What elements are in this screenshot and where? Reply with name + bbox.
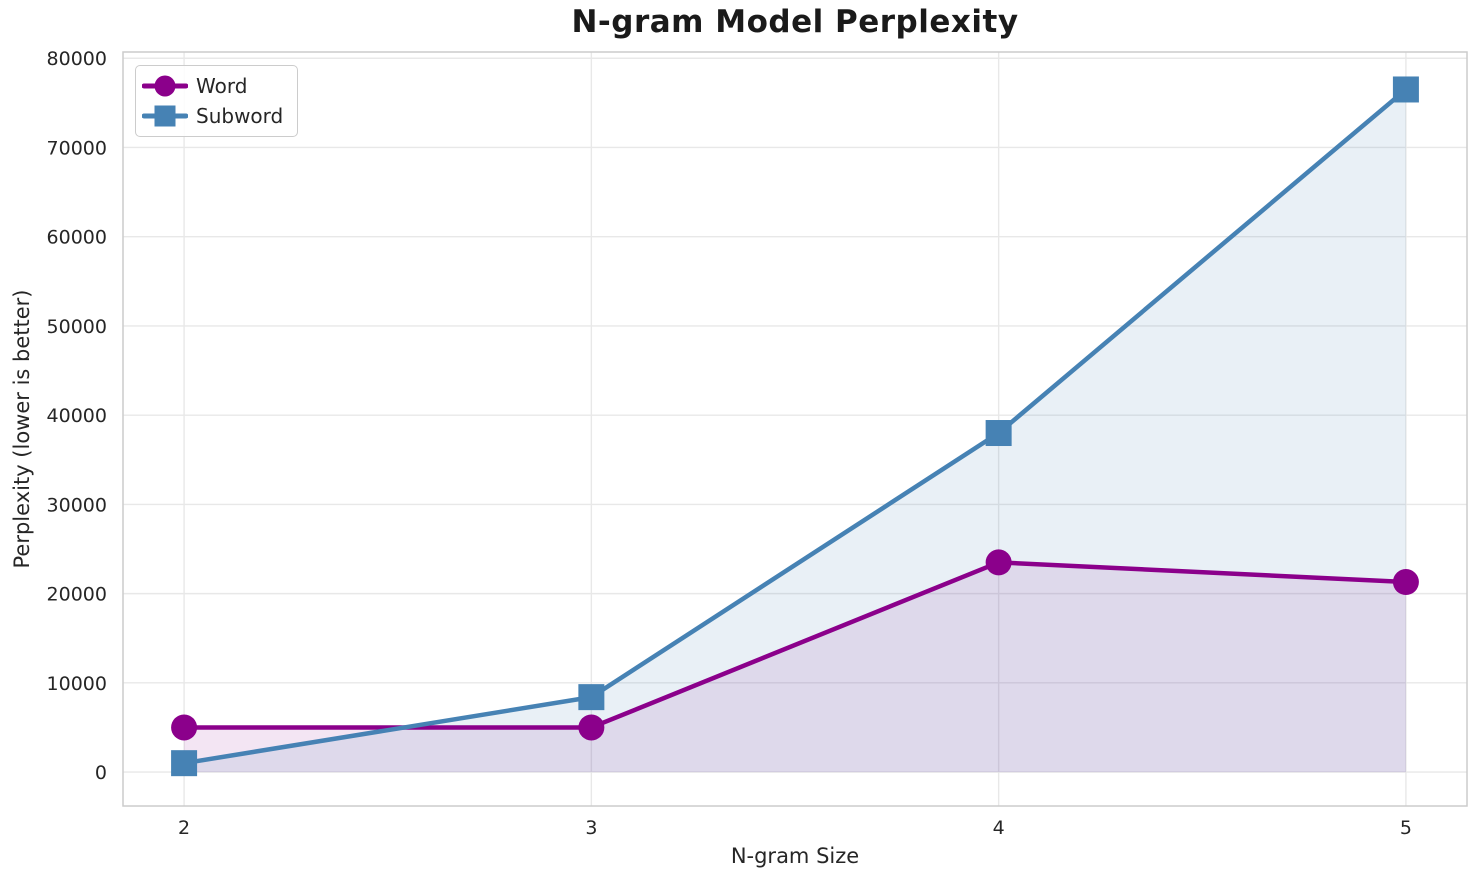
- y-tick-40000: 40000: [47, 405, 107, 427]
- y-tick-80000: 80000: [47, 48, 107, 70]
- y-tick-50000: 50000: [47, 316, 107, 338]
- y-tick-0: 0: [95, 762, 107, 784]
- legend-label-word: Word: [196, 74, 248, 98]
- y-tick-20000: 20000: [47, 584, 107, 606]
- y-tick-70000: 70000: [47, 137, 107, 159]
- x-tick-2: 2: [178, 817, 190, 839]
- x-tick-3: 3: [585, 817, 597, 839]
- word-point-3: [578, 714, 605, 741]
- word-series-area: [184, 562, 1406, 773]
- x-axis-label: N-gram Size: [730, 844, 860, 868]
- subword-point-4: [985, 420, 1012, 447]
- subword-point-3: [578, 684, 605, 711]
- word-point-2: [171, 714, 198, 741]
- subword-point-2: [171, 750, 198, 777]
- word-point-4: [985, 549, 1012, 576]
- word-series: [171, 549, 1419, 741]
- x-tick-4: 4: [993, 817, 1005, 839]
- subword-point-5: [1392, 76, 1419, 103]
- legend: Word Subword: [135, 65, 298, 137]
- subword-series-marker-icon: [142, 105, 188, 127]
- subword-series-area: [184, 89, 1406, 773]
- word-series-marker-icon: [142, 75, 188, 97]
- y-tick-60000: 60000: [47, 227, 107, 249]
- chart-title: N-gram Model Perplexity: [571, 4, 1019, 40]
- x-tick-5: 5: [1400, 817, 1412, 839]
- y-tick-10000: 10000: [47, 673, 107, 695]
- word-point-5: [1392, 569, 1419, 596]
- tick-labels: 0 10000 20000 30000 40000 50000 60000 70000 8000…: [47, 48, 1412, 839]
- plot-border: [122, 51, 1468, 807]
- legend-item-word: Word: [142, 71, 287, 101]
- legend-item-subword: Subword: [142, 101, 287, 131]
- subword-series: [171, 76, 1419, 777]
- legend-label-subword: Subword: [196, 104, 284, 128]
- y-tick-30000: 30000: [47, 494, 107, 516]
